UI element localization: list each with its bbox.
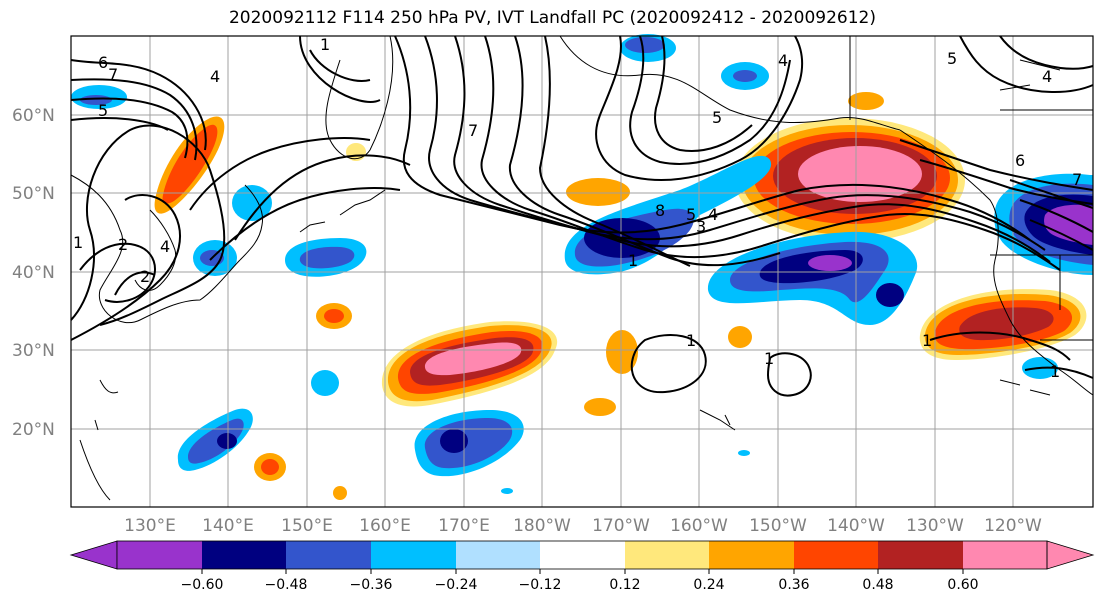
lon-label: 160°W <box>670 516 728 536</box>
latitude-labels: 60°N 50°N 40°N 30°N 20°N <box>12 106 55 440</box>
contour-label: 5 <box>712 108 722 127</box>
small-positive-f <box>728 326 752 348</box>
contour-label: 1 <box>628 251 638 270</box>
small-positive-e <box>566 178 630 206</box>
lat-label: 60°N <box>12 106 55 126</box>
lat-label: 50°N <box>12 184 55 204</box>
colorbar-swatch <box>625 541 709 569</box>
contour-label: 8 <box>655 201 665 220</box>
colorbar-tick-label: −0.12 <box>519 577 562 593</box>
colorbar-swatch <box>286 541 371 569</box>
contour-label: 6 <box>1015 151 1025 170</box>
colorbar-extend-low <box>69 540 118 570</box>
contour-label: 4 <box>778 51 788 70</box>
lat-label: 30°N <box>12 341 55 361</box>
colorbar-tick-label: 0.12 <box>609 577 640 593</box>
contour-label: 1 <box>764 349 774 368</box>
colorbar-tick-label: −0.24 <box>435 577 478 593</box>
contour-label: 5 <box>98 101 108 120</box>
colorbar-tick-label: 0.36 <box>778 577 809 593</box>
contour-label: 5 <box>686 205 696 224</box>
colorbar-swatch <box>963 541 1047 569</box>
colorbar-tick-label: 0.48 <box>862 577 893 593</box>
positive-anomaly-central-pacific <box>381 321 558 407</box>
pv-contours <box>70 35 1094 397</box>
small-positive-c <box>606 330 638 374</box>
negative-anomaly-west <box>71 34 1058 494</box>
colorbar-tick-label: −0.60 <box>181 577 224 593</box>
colorbar-swatch <box>202 541 286 569</box>
contour-label: 6 <box>98 53 108 72</box>
lon-label: 170°W <box>592 516 650 536</box>
contour-label: 4 <box>708 205 718 224</box>
lon-label: 150°W <box>749 516 807 536</box>
lon-label: 150°E <box>281 516 333 536</box>
colorbar: −0.60 −0.48 −0.36 −0.24 −0.12 0.12 0.24 … <box>69 540 1095 593</box>
positive-anomaly-japan-north <box>154 116 225 214</box>
contour-label: 4 <box>1042 67 1052 86</box>
contour-label: 2 <box>140 267 150 286</box>
contour-label: 7 <box>108 65 118 84</box>
colorbar-swatch <box>540 541 625 569</box>
colorbar-swatch <box>456 541 540 569</box>
map-panel: 6 7 5 4 1 2 4 2 1 7 8 5 4 3 1 5 4 5 6 7 … <box>70 34 1094 508</box>
graticule <box>71 36 1093 507</box>
contour-label: 1 <box>73 233 83 252</box>
contour-label: 1 <box>320 35 330 54</box>
colorbar-swatch <box>117 541 202 569</box>
lon-label: 140°W <box>827 516 885 536</box>
colorbar-tick-label: −0.48 <box>265 577 308 593</box>
colorbar-swatch <box>878 541 963 569</box>
contour-label: 3 <box>696 217 706 236</box>
negative-anomaly-jet <box>564 155 772 275</box>
contour-label: 1 <box>1050 362 1060 381</box>
lon-label: 170°E <box>438 516 490 536</box>
contour-label: 4 <box>210 67 220 86</box>
coastlines <box>70 35 1094 501</box>
lon-label: 120°W <box>984 516 1042 536</box>
contour-label: 4 <box>160 237 170 256</box>
contour-labels: 6 7 5 4 1 2 4 2 1 7 8 5 4 3 1 5 4 5 6 7 … <box>73 35 1082 381</box>
contour-label: 1 <box>686 331 696 350</box>
longitude-labels: 130°E 140°E 150°E 160°E 170°E 180°W 170°… <box>124 516 1042 536</box>
lon-label: 180°W <box>513 516 571 536</box>
colorbar-extend-high <box>1046 540 1095 570</box>
lon-label: 130°W <box>906 516 964 536</box>
colorbar-tick-label: −0.36 <box>350 577 393 593</box>
lon-label: 140°E <box>202 516 254 536</box>
map-title: 2020092112 F114 250 hPa PV, IVT Landfall… <box>228 8 876 28</box>
colorbar-tick-label: 0.24 <box>693 577 724 593</box>
lon-label: 130°E <box>124 516 176 536</box>
contour-label: 7 <box>1072 170 1082 189</box>
contour-label: 2 <box>118 235 128 254</box>
small-positive-g <box>848 92 884 110</box>
colorbar-swatch <box>794 541 878 569</box>
contour-label: 1 <box>922 331 932 350</box>
lat-label: 20°N <box>12 420 55 440</box>
colorbar-tick-label: 0.60 <box>947 577 978 593</box>
small-positive-d <box>584 398 616 416</box>
colorbar-swatch <box>709 541 794 569</box>
colorbar-swatch <box>371 541 456 569</box>
lon-label: 160°E <box>359 516 411 536</box>
contour-label: 7 <box>468 121 478 140</box>
lat-label: 40°N <box>12 263 55 283</box>
contour-label: 5 <box>947 49 957 68</box>
